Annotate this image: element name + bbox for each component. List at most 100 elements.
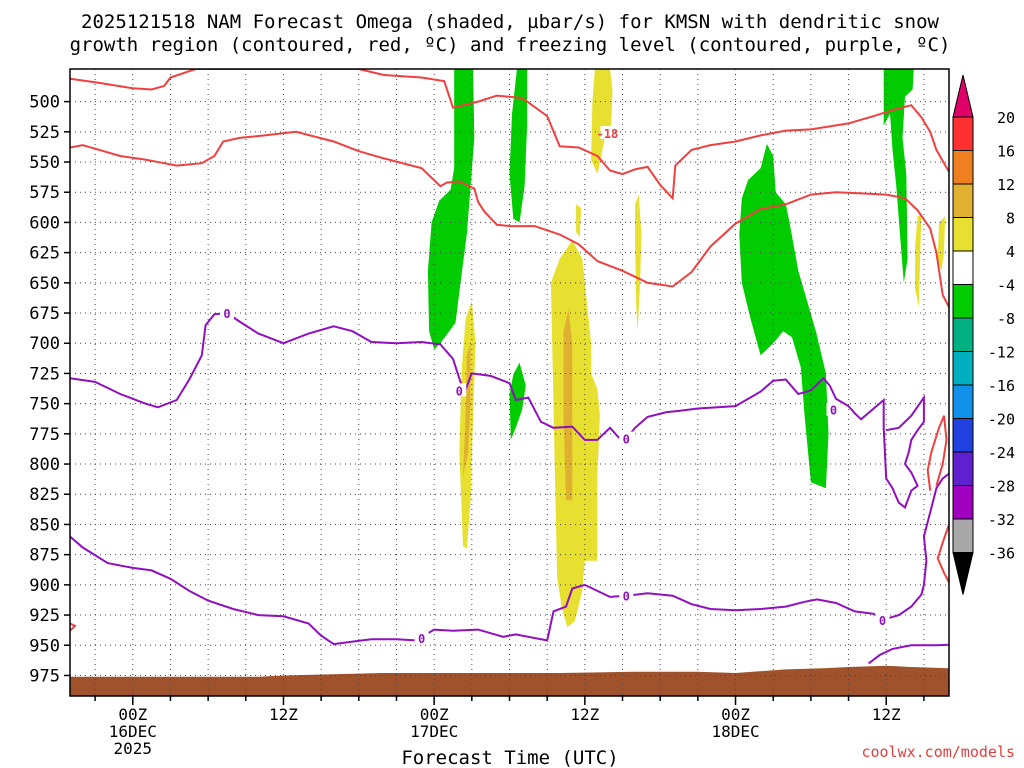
omega-upward-region-1 [427,69,475,350]
dgz-contour-fragment [926,415,948,491]
contour-label-3: 0 [456,384,463,398]
y-tick-label-550: 550 [29,153,60,173]
chart-title-line2: growth region (contoured, red, ºC) and f… [70,34,951,56]
omega-upward-region-4 [739,143,829,489]
omega-downward-region-8 [463,343,471,477]
omega-upward-region-3 [509,362,526,440]
y-tick-label-725: 725 [29,364,60,384]
contour-label-4: 0 [623,433,630,447]
terrain-surface [70,665,949,696]
y-tick-label-625: 625 [29,244,60,264]
colorbar-label-13: -32 [988,511,1015,529]
colorbar-bin-4 [952,217,974,252]
colorbar-label-4: 8 [1006,210,1015,228]
contour-label-bg [600,126,615,140]
omega-upward-region-2 [509,69,528,223]
contour-label-2: 0 [223,307,230,321]
contour-label-1: -18 [597,127,619,141]
contour-label-bg [452,383,467,397]
x-tick-label-6: 12Z [872,705,901,724]
y-tick-label-600: 600 [29,213,60,233]
y-tick-label-900: 900 [29,576,60,596]
contour-label-bg [219,306,234,320]
freezing-level-surface-contour [867,643,949,665]
colorbar: 20 16 12 8 4 -4 -8 -12 -16 -20 -24 -28 -32 -36 [952,74,1015,595]
freezing-level-lower-contour [70,472,949,646]
y-tick-label-750: 750 [29,395,60,415]
y-tick-label-825: 825 [29,485,60,505]
colorbar-bin-2 [952,150,974,185]
colorbar-label-3: 12 [997,176,1015,194]
y-tick-label-650: 650 [29,274,60,294]
colorbar-bin-13 [952,518,974,553]
contour-label-bg [619,431,634,445]
colorbar-label-10: -20 [988,411,1015,429]
omega-downward-region-3 [576,204,582,237]
x-tick-time: 12Z [269,705,298,724]
x-tick-date: 18DEC [711,722,759,741]
colorbar-label-11: -24 [988,444,1015,462]
x-tick-label-4: 12Z [570,705,599,724]
colorbar-bin-6 [952,284,974,319]
colorbar-top-arrow [952,74,974,118]
omega-downward-region-6 [915,214,922,307]
contour-label-layer: -18 0 0 0 0 0 0 0 [219,126,890,646]
contour-label-7: 0 [418,632,425,646]
colorbar-label-14: -36 [988,545,1015,563]
y-tick-label-850: 850 [29,515,60,535]
y-axis: 500 525 550 575 600 625 650 675 700 725 750 775 800 8… [29,93,70,686]
y-tick-label-925: 925 [29,606,60,626]
x-axis-label: Forecast Time (UTC) [401,747,618,768]
x-tick-year: 2025 [114,739,153,758]
colorbar-label-6: -4 [997,277,1015,295]
plot-area: -18 0 0 0 0 0 0 0 [69,68,950,697]
dgz-bottom-contour [70,130,949,308]
dgz-contour-fragment [936,524,949,583]
terrain-layer [70,665,949,696]
chart-title-line1: 2025121518 NAM Forecast Omega (shaded, µ… [81,11,939,33]
y-tick-label-500: 500 [29,93,60,113]
dgz-contour-fragment [70,622,77,632]
y-tick-label-775: 775 [29,425,60,445]
x-tick-time: 00Z [118,705,147,724]
colorbar-label-7: -8 [997,310,1015,328]
x-tick-time: 00Z [420,705,449,724]
y-tick-label-800: 800 [29,455,60,475]
colorbar-bin-9 [952,384,974,419]
colorbar-bin-12 [952,485,974,520]
y-tick-label-950: 950 [29,636,60,656]
colorbar-label-2: 16 [997,143,1015,161]
y-tick-label-575: 575 [29,183,60,203]
omega-shading-layer [427,69,946,628]
colorbar-bin-7 [952,317,974,352]
credit-text: coolwx.com/models [861,743,1015,761]
omega-downward-region-5 [635,194,642,332]
omega-upward-region-5 [883,69,914,283]
colorbar-bin-8 [952,351,974,386]
x-tick-date: 16DEC [109,722,157,741]
colorbar-label-9: -16 [988,377,1015,395]
colorbar-bin-3 [952,183,974,218]
omega-downward-region-4 [591,69,613,175]
colorbar-label-5: 4 [1006,243,1015,261]
y-tick-label-700: 700 [29,334,60,354]
colorbar-label-12: -28 [988,478,1015,496]
y-tick-label-875: 875 [29,546,60,566]
contour-label-8: 0 [879,614,886,628]
x-tick-time: 00Z [721,705,750,724]
colorbar-bin-5 [952,250,974,285]
colorbar-label-1: 20 [997,109,1015,127]
y-tick-label-675: 675 [29,304,60,324]
x-tick-time: 12Z [570,705,599,724]
omega-downward-region-7 [937,216,946,271]
x-tick-date: 17DEC [410,722,458,741]
contour-label-bg [414,631,429,645]
dgz-top-contour [70,69,949,201]
x-tick-time: 12Z [872,705,901,724]
x-tick-label-2: 12Z [269,705,298,724]
y-tick-label-975: 975 [29,666,60,686]
contour-label-bg [826,402,841,416]
